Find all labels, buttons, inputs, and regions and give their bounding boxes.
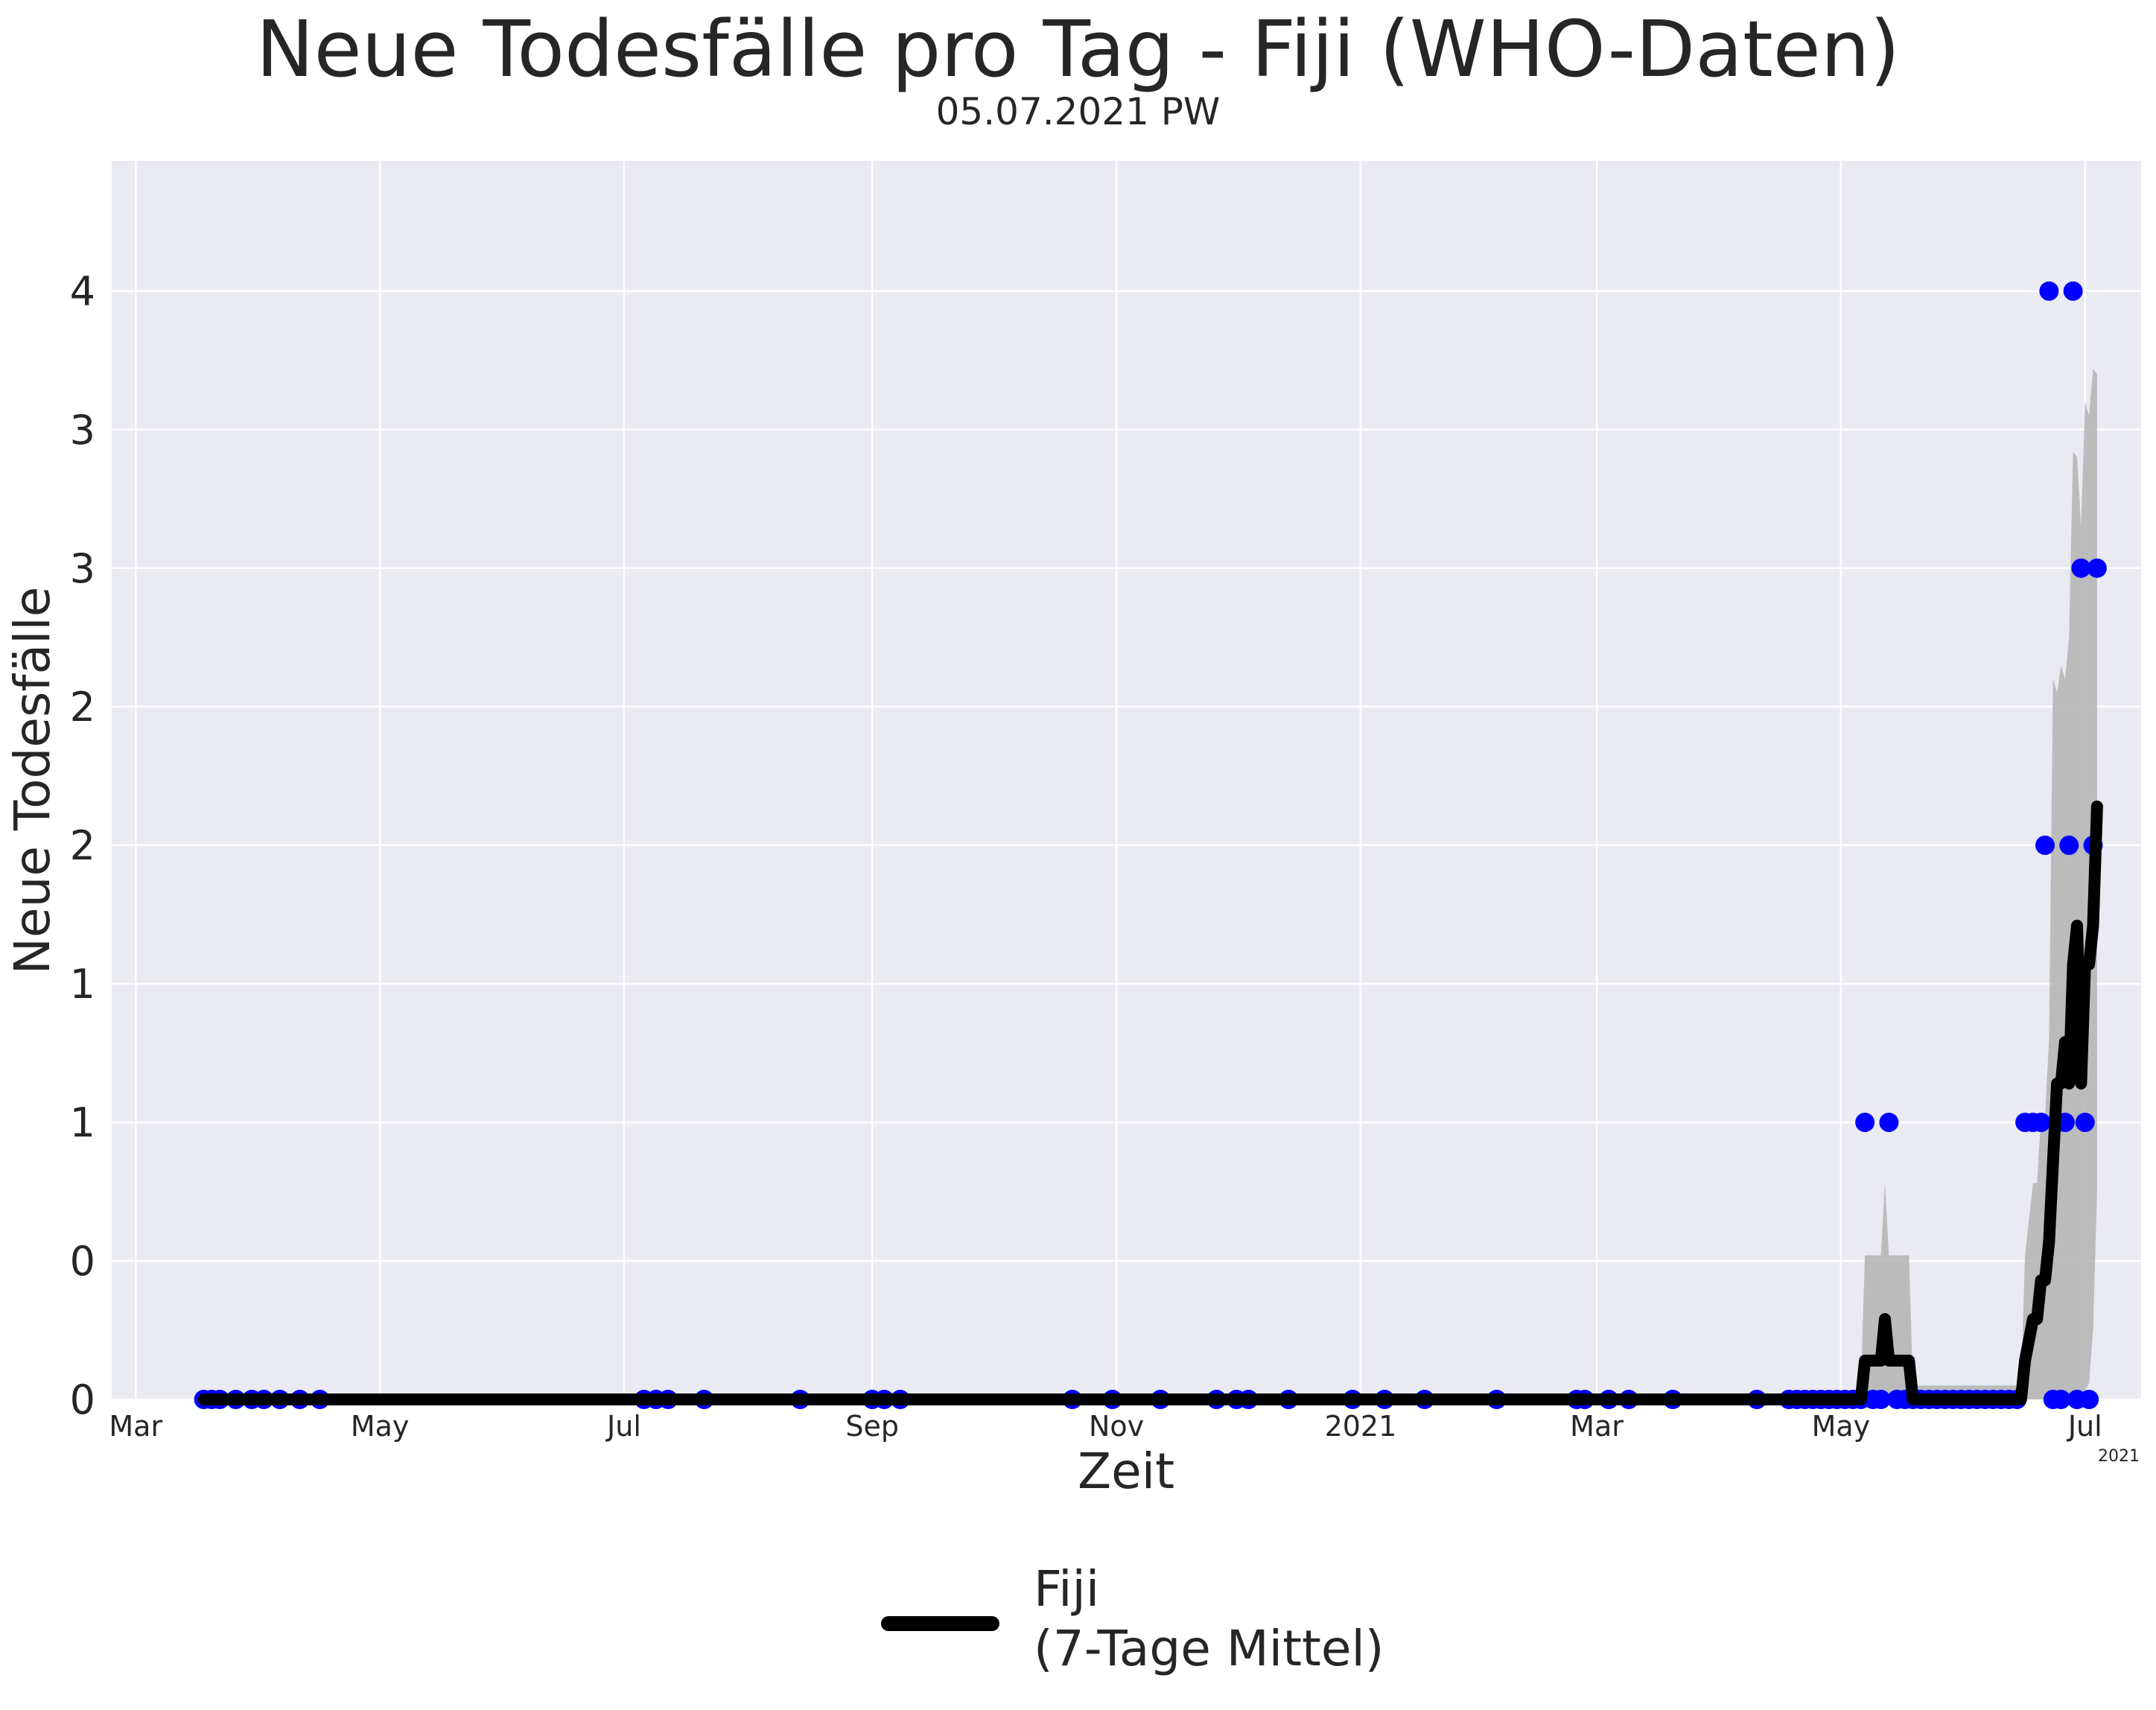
y-tick-label: 4 (70, 268, 95, 315)
x-axis-ticks: Mar May Jul Sep Nov 2021 Mar May Jul (109, 1410, 2102, 1443)
y-tick-label: 0 (70, 1238, 95, 1285)
grid-lines (112, 161, 2141, 1401)
y-axis-label: Neue Todesfälle (4, 587, 61, 975)
data-point (2031, 1112, 2051, 1132)
x-tick-label: May (351, 1410, 410, 1443)
legend-label: Fiji (7-Tage Mittel) (1034, 1560, 1384, 1677)
data-point (2035, 835, 2055, 855)
x-tick-label: Jul (2067, 1410, 2102, 1443)
y-tick-label: 2 (70, 822, 95, 869)
data-point (2063, 281, 2083, 301)
x-tick-label: Mar (1570, 1410, 1624, 1443)
chart-subtitle: 05.07.2021 PW (935, 90, 1221, 133)
data-point (2051, 1390, 2071, 1409)
x-tick-label: Mar (109, 1410, 162, 1443)
y-tick-label: 0 (70, 1376, 95, 1423)
data-point (2059, 835, 2079, 855)
data-point (2039, 281, 2059, 301)
mean-line (197, 800, 2103, 1405)
legend-label-line: (7-Tage Mittel) (1034, 1620, 1384, 1677)
data-point (2087, 558, 2107, 578)
y-tick-label: 1 (70, 961, 95, 1008)
y-tick-label: 3 (70, 407, 95, 454)
legend: Fiji (7-Tage Mittel) (881, 1560, 1384, 1677)
data-point (1879, 1112, 1899, 1132)
chart-title: Neue Todesfälle pro Tag - Fiji (WHO-Date… (255, 4, 1901, 95)
legend-label-line: Fiji (1034, 1560, 1099, 1618)
x-tick-label: 2021 (1325, 1410, 1397, 1443)
x-tick-label: Sep (845, 1410, 899, 1443)
confidence-band (1860, 369, 2097, 1399)
data-point (2079, 1390, 2099, 1409)
data-point (1855, 1112, 1875, 1132)
data-point (2071, 558, 2091, 578)
x-offset-label: 2021 (2098, 1447, 2140, 1466)
x-axis-label: Zeit (1078, 1443, 1174, 1500)
y-tick-label: 3 (70, 545, 95, 592)
plot-area (112, 161, 2141, 1399)
y-tick-label: 2 (70, 684, 95, 731)
x-tick-label: Jul (605, 1410, 641, 1443)
data-point (2075, 1112, 2095, 1132)
series-line (197, 800, 2103, 1405)
x-tick-label: Nov (1089, 1410, 1144, 1443)
y-axis-ticks: 0 0 1 1 2 2 3 3 4 (70, 268, 95, 1423)
band-area (1860, 369, 2097, 1399)
y-tick-label: 1 (70, 1099, 95, 1146)
x-tick-label: May (1812, 1410, 1871, 1443)
data-point (1871, 1390, 1891, 1409)
